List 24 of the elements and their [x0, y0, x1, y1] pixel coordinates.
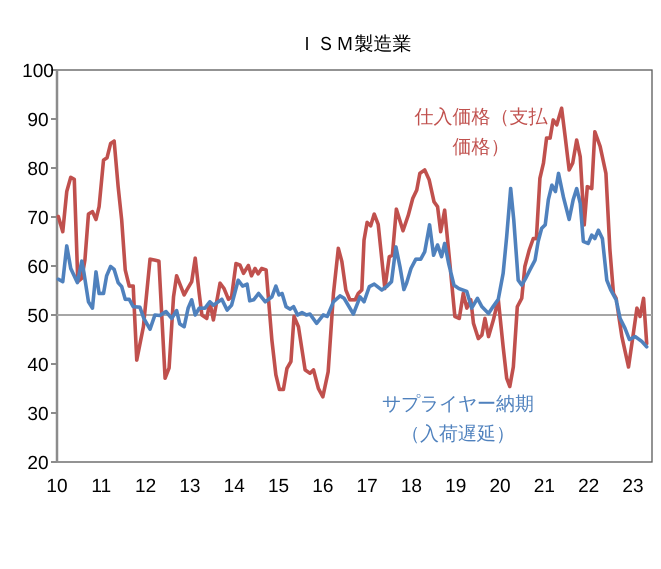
y-tick-label: 50 [27, 306, 49, 327]
x-tick-label: 15 [268, 476, 290, 497]
x-tick-label: 11 [91, 476, 112, 497]
x-tick-label: 20 [489, 476, 511, 497]
y-tick-label: 20 [27, 453, 49, 474]
x-tick-label: 23 [622, 476, 644, 497]
chart-title: ＩＳＭ製造業 [298, 34, 412, 55]
x-tick-label: 13 [179, 476, 200, 497]
y-tick-label: 90 [27, 110, 49, 131]
x-tick-label: 17 [356, 476, 378, 497]
y-tick-label: 100 [22, 61, 54, 82]
x-tick-label: 21 [534, 476, 555, 497]
x-tick-label: 12 [135, 476, 156, 497]
x-tick-label: 10 [46, 476, 68, 497]
y-tick-label: 30 [27, 404, 49, 425]
x-tick-label: 14 [224, 476, 246, 497]
y-tick-label: 80 [27, 159, 49, 180]
y-tick-label: 40 [27, 355, 49, 376]
y-tick-label: 60 [27, 257, 49, 278]
y-tick-label: 70 [27, 208, 49, 229]
x-tick-label: 19 [445, 476, 466, 497]
x-tick-label: 16 [312, 476, 334, 497]
x-tick-label: 22 [578, 476, 600, 497]
x-tick-label: 18 [400, 476, 422, 497]
